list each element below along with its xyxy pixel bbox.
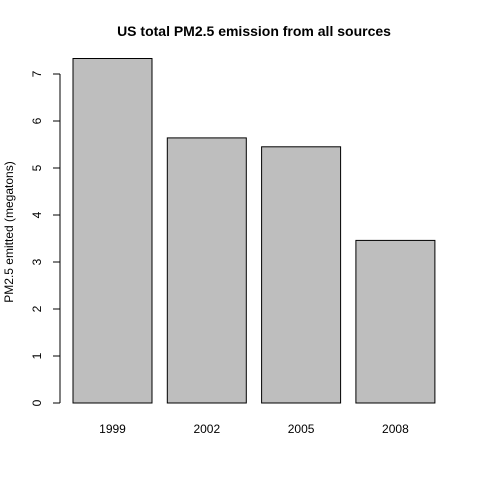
bars-group xyxy=(72,58,436,404)
x-tick-label-2002: 2002 xyxy=(193,422,220,436)
y-tick-label-5: 5 xyxy=(30,164,44,171)
y-tick-label-2: 2 xyxy=(30,305,44,312)
x-tick-label-2008: 2008 xyxy=(382,422,409,436)
x-tick-label-1999: 1999 xyxy=(99,422,126,436)
bar-1999 xyxy=(72,58,153,404)
x-tick-label-2005: 2005 xyxy=(288,422,315,436)
bar-2002 xyxy=(166,137,247,404)
bar-2008 xyxy=(355,239,436,404)
y-tick-label-6: 6 xyxy=(30,117,44,124)
bar-2005 xyxy=(261,146,342,404)
y-tick-label-1: 1 xyxy=(30,352,44,359)
y-tick-label-7: 7 xyxy=(30,70,44,77)
y-axis-label: PM2.5 emitted (megatons) xyxy=(2,161,16,302)
y-axis: 0 1 2 3 4 5 6 7 xyxy=(30,70,61,406)
y-tick-label-4: 4 xyxy=(30,211,44,218)
x-axis-labels: 1999 2002 2005 2008 xyxy=(99,422,409,436)
chart-title: US total PM2.5 emission from all sources xyxy=(117,23,391,39)
y-tick-label-3: 3 xyxy=(30,258,44,265)
y-tick-label-0: 0 xyxy=(30,399,44,406)
